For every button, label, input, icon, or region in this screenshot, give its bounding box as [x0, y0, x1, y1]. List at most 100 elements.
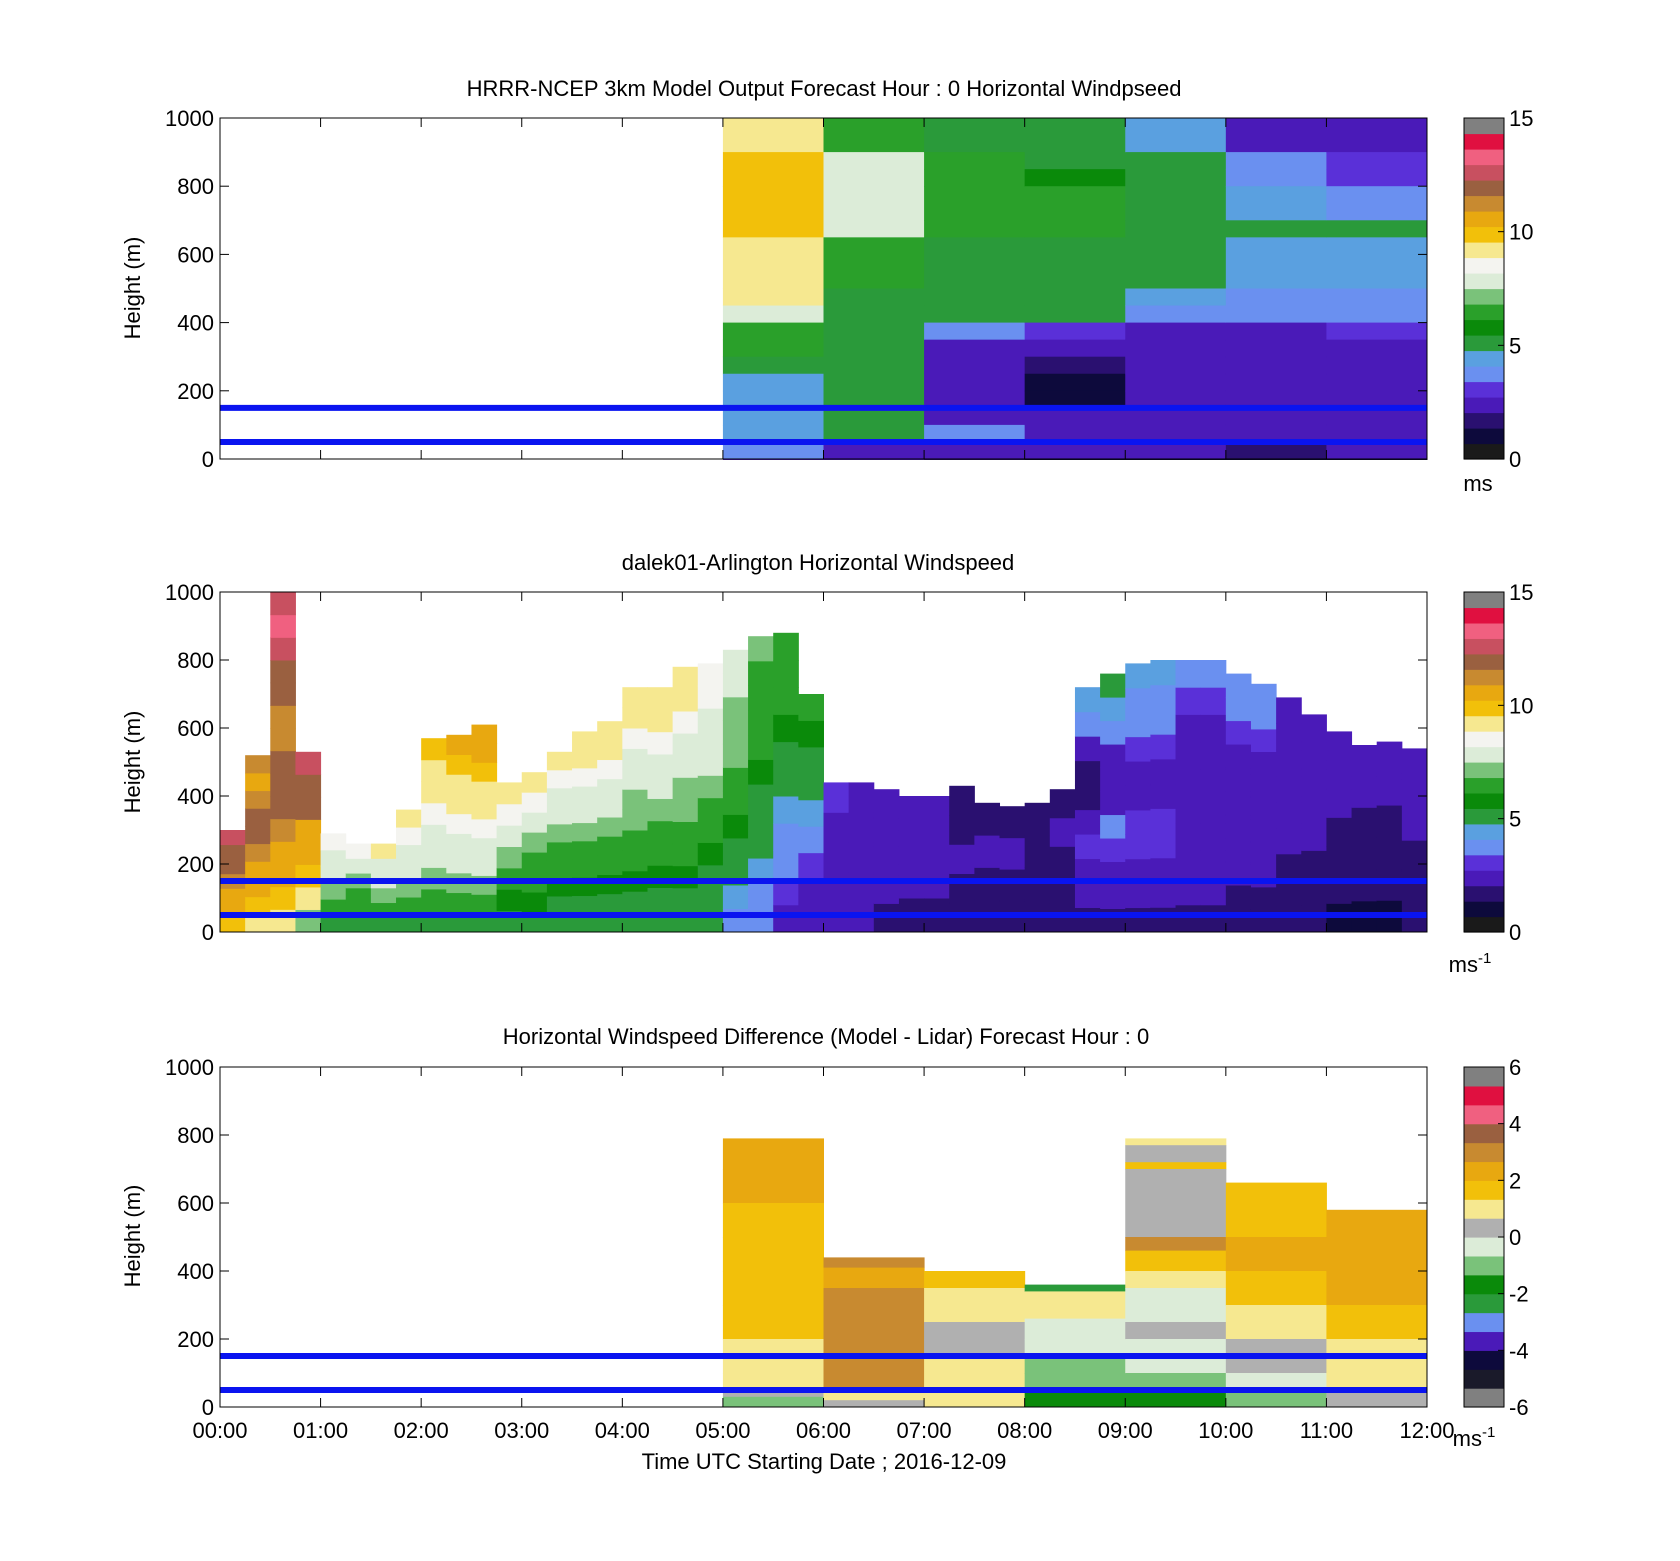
heatmap-cell — [320, 833, 347, 851]
heatmap-cell — [446, 813, 472, 834]
colorbar-segment — [1464, 592, 1504, 609]
heatmap-cell — [597, 836, 623, 856]
heatmap-cell — [722, 237, 824, 289]
heatmap-cell — [1225, 424, 1327, 443]
panel-lidar-colorbar: 0 5 10 15 — [1463, 580, 1533, 945]
heatmap-cell — [1074, 809, 1101, 835]
heatmap-cell — [722, 356, 824, 375]
heatmap-cell — [496, 889, 523, 912]
heatmap-cell — [748, 734, 774, 760]
heatmap-cell — [1276, 879, 1302, 907]
heatmap-cell — [1276, 775, 1302, 803]
colorbar-segment — [1464, 777, 1504, 794]
heatmap-cell — [798, 694, 824, 721]
heatmap-cell — [672, 887, 699, 911]
heatmap-cell — [949, 844, 975, 875]
heatmap-cell — [421, 888, 447, 911]
heatmap-cell — [823, 373, 925, 392]
heatmap-cell — [220, 917, 246, 933]
heatmap-cell — [396, 809, 422, 828]
heatmap-cell — [1351, 838, 1378, 871]
heatmap-cell — [1125, 305, 1227, 324]
heatmap-cell — [823, 169, 925, 187]
heatmap-cell — [622, 809, 648, 831]
heatmap-cell — [1250, 683, 1277, 707]
colorbar-segment — [1464, 700, 1504, 717]
heatmap-cell — [748, 907, 774, 933]
colorbar-segment — [1464, 839, 1504, 856]
heatmap-cell — [672, 843, 699, 867]
heatmap-cell — [672, 755, 699, 778]
heatmap-cell — [1351, 807, 1378, 839]
heatmap-cell — [1125, 761, 1151, 786]
heatmap-cell — [1326, 186, 1428, 221]
heatmap-cell — [974, 835, 1001, 868]
heatmap-cell — [823, 424, 925, 443]
heatmap-cell — [1024, 356, 1126, 375]
heatmap-cell — [1125, 356, 1227, 375]
heatmap-cell — [1074, 760, 1101, 786]
heatmap-cell — [597, 740, 623, 761]
colorbar-tick-label: 0 — [1509, 1225, 1521, 1250]
heatmap-cell — [924, 169, 1026, 187]
heatmap-cell — [471, 856, 498, 876]
heatmap-cell — [722, 790, 749, 815]
heatmap-cell — [1225, 390, 1327, 409]
heatmap-cell — [823, 118, 925, 153]
xtick-label: 12:00 — [1399, 1418, 1454, 1443]
heatmap-cell — [1125, 322, 1227, 341]
colorbar-segment — [1464, 304, 1504, 321]
heatmap-cell — [1074, 834, 1101, 860]
colorbar-segment — [1464, 653, 1504, 670]
heatmap-cell — [748, 784, 774, 810]
heatmap-cell — [245, 861, 271, 880]
heatmap-cell — [1024, 186, 1126, 221]
heatmap-cell — [572, 840, 598, 860]
heatmap-cell — [245, 755, 271, 774]
heatmap-cell — [999, 869, 1026, 902]
heatmap-cell — [270, 637, 296, 661]
colorbar-segment — [1464, 607, 1504, 624]
heatmap-cell — [1250, 886, 1277, 910]
panel-model-heatmap — [722, 118, 1428, 460]
heatmap-cell — [1376, 773, 1403, 806]
colorbar-tick-label: 2 — [1509, 1168, 1521, 1193]
colorbar-segment — [1464, 1237, 1504, 1257]
heatmap-cell — [396, 862, 422, 881]
heatmap-cell — [823, 812, 850, 843]
heatmap-cell — [1326, 731, 1353, 761]
heatmap-cell — [1024, 424, 1126, 443]
heatmap-cell — [1225, 1237, 1327, 1272]
heatmap-cell — [722, 1203, 824, 1238]
heatmap-cell — [270, 796, 296, 820]
panel-lidar-heatmap — [220, 592, 1428, 933]
heatmap-cell — [471, 781, 498, 801]
heatmap-cell — [1125, 373, 1227, 392]
heatmap-cell — [773, 632, 799, 661]
ytick-label: 800 — [177, 174, 214, 199]
ytick-label: 1000 — [165, 1055, 214, 1080]
heatmap-cell — [1301, 714, 1327, 743]
heatmap-cell — [722, 696, 749, 721]
heatmap-cell — [1024, 1305, 1126, 1320]
heatmap-cell — [798, 773, 824, 801]
heatmap-cell — [924, 220, 1026, 238]
panel-model-yticks: 0 200 400 600 800 1000 — [165, 106, 1427, 472]
heatmap-cell — [1024, 407, 1126, 426]
heatmap-cell — [1125, 1237, 1227, 1252]
heatmap-cell — [1024, 237, 1126, 289]
heatmap-cell — [1225, 1203, 1327, 1238]
heatmap-cell — [1125, 424, 1227, 443]
heatmap-cell — [924, 830, 950, 865]
heatmap-cell — [999, 806, 1026, 839]
heatmap-cell — [924, 322, 1026, 341]
heatmap-cell — [295, 886, 322, 910]
heatmap-cell — [1200, 741, 1227, 770]
heatmap-cell — [647, 753, 674, 777]
heatmap-cell — [773, 768, 799, 797]
heatmap-cell — [1024, 390, 1126, 409]
heatmap-cell — [924, 356, 1026, 375]
heatmap-cell — [1326, 322, 1428, 341]
heatmap-cell — [1049, 789, 1076, 819]
heatmap-cell — [396, 914, 422, 933]
